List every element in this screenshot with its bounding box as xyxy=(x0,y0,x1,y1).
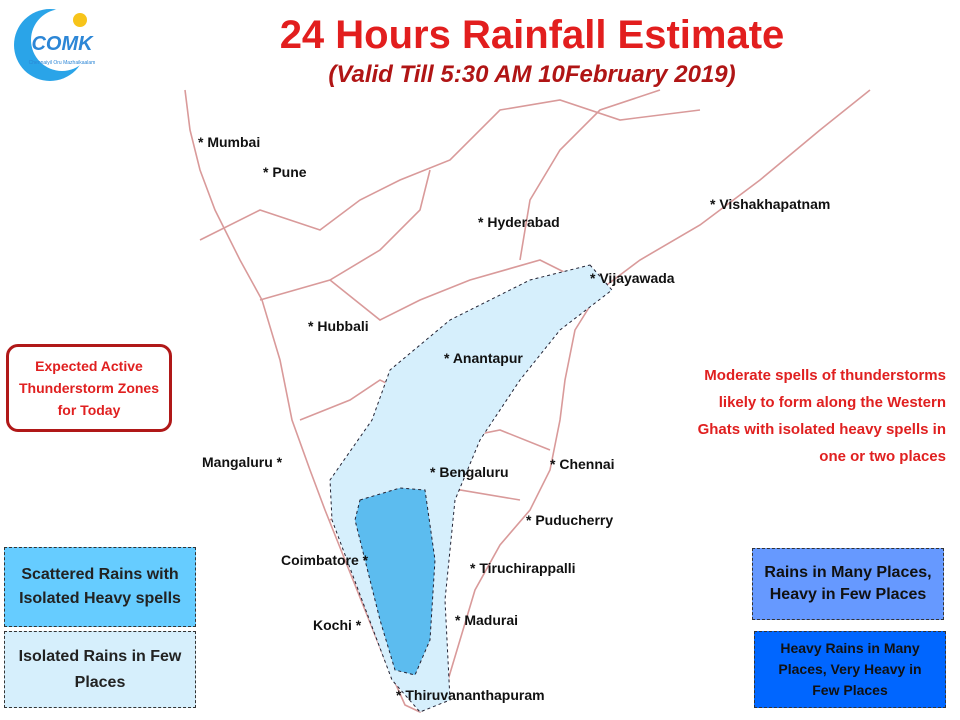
city-label: * Pune xyxy=(263,164,307,180)
city-label: Kochi * xyxy=(313,617,362,633)
city-label: * Hyderabad xyxy=(478,214,560,230)
city-label: * Madurai xyxy=(455,612,519,628)
city-label: * Chennai xyxy=(550,456,615,472)
title: 24 Hours Rainfall Estimate xyxy=(280,13,785,57)
city-label: Mangaluru * xyxy=(202,454,283,470)
legend-rains-many: Rains in Many Places, Heavy in Few Place… xyxy=(752,548,944,620)
scattered-rains-zone xyxy=(354,487,436,676)
city-label: * Vishakhapatnam xyxy=(710,196,831,212)
zones-box: Expected Active Thunderstorm Zones for T… xyxy=(6,344,172,432)
isolated-rains-zone xyxy=(329,264,613,713)
logo-mark: COMK xyxy=(31,33,94,55)
legend-heavy-rains: Heavy Rains in Many Places, Very Heavy i… xyxy=(754,631,946,708)
city-label: * Vijayawada xyxy=(590,270,675,286)
city-label: * Hubbali xyxy=(308,318,369,334)
city-label: * Thiruvananthapuram xyxy=(396,687,545,703)
city-label: * Bengaluru xyxy=(430,464,509,480)
city-label: * Anantapur xyxy=(444,350,523,366)
subtitle: (Valid Till 5:30 AM 10February 2019) xyxy=(328,61,735,88)
legend-scattered: Scattered Rains with Isolated Heavy spel… xyxy=(4,547,196,627)
note: Moderate spells of thunderstorms likely … xyxy=(697,367,946,465)
legend-isolated: Isolated Rains in Few Places xyxy=(4,631,196,708)
city-label: * Mumbai xyxy=(198,134,261,150)
logo: COMK Chennaiyil Oru Mazhaikaalam xyxy=(14,9,95,81)
city-label: Coimbatore * xyxy=(281,552,369,568)
logo-tagline: Chennaiyil Oru Mazhaikaalam xyxy=(29,60,96,66)
city-label: * Puducherry xyxy=(526,512,614,528)
city-label: * Tiruchirappalli xyxy=(470,560,576,576)
